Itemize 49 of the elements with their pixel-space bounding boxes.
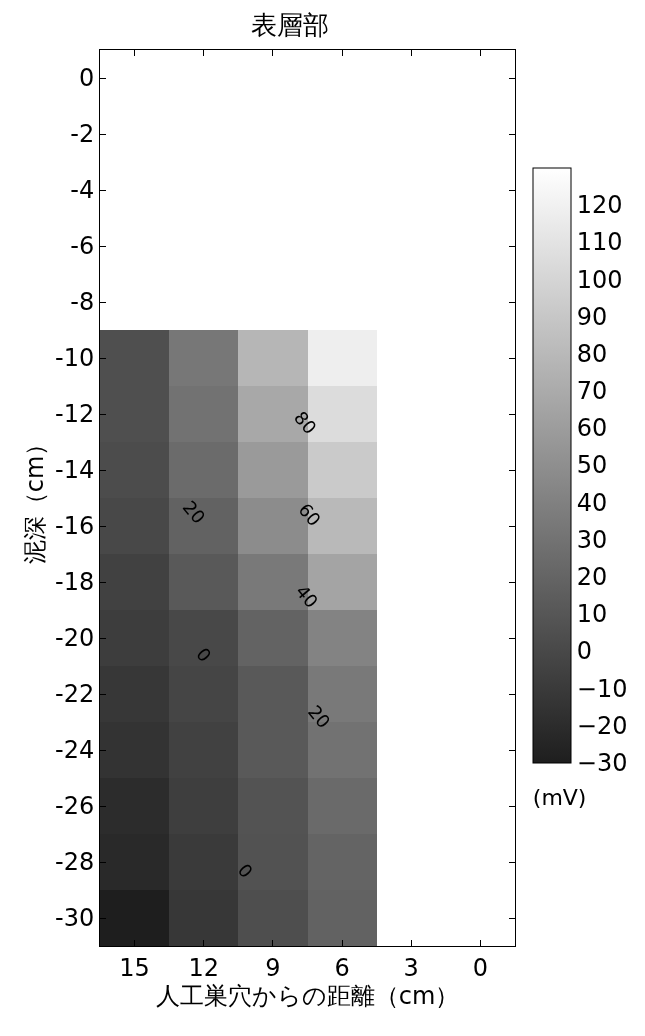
color-bar-label: 120 [576,191,623,220]
annotation: 40 [291,580,323,612]
x-tick-label: 15 [119,953,150,982]
annotation: 80 [289,406,321,438]
chart-title: 表層部 [251,9,330,40]
annotation: 20 [303,701,335,733]
y-tick-label: -4 [70,176,95,205]
color-bar-label: 30 [576,525,608,554]
color-bar-label: 80 [576,339,608,368]
y-tick-label: -8 [70,288,95,317]
color-bar-label: −10 [576,674,628,703]
color-bar-label: −20 [576,711,628,740]
y-tick-label: -18 [55,568,95,597]
y-tick-label: -30 [55,904,95,933]
y-tick-label: -14 [55,456,95,485]
color-bar-label: −30 [576,748,628,777]
y-tick-label: -6 [70,232,95,261]
y-tick-label: -12 [55,400,95,429]
color-bar-label: 40 [576,488,608,517]
color-bar-label: 50 [576,451,608,480]
color-bar-label: 10 [576,600,608,629]
color-bar-label: 100 [576,265,623,294]
x-tick-label: 12 [188,953,220,982]
color-bar-label: 70 [576,377,608,406]
annotation: 60 [294,498,326,531]
y-tick-label: -26 [55,792,95,821]
y-tick-label: -16 [55,512,95,541]
x-tick-label: 9 [265,953,281,982]
y-tick-label: -10 [55,344,95,373]
y-tick-label: -24 [55,736,95,765]
x-axis-title: 人工巣穴からの距離（cm） [155,981,460,1010]
x-tick-label: 6 [334,953,350,982]
annotation: 0 [233,859,258,882]
color-bar-label: 20 [576,563,608,592]
color-bar-label: 60 [576,414,608,443]
y-axis-title: 泥深（cm） [21,431,50,565]
x-tick-label: 3 [403,953,419,982]
color-bar-label: 0 [576,637,593,666]
y-tick-label: 0 [78,64,95,93]
annotation: 0 [192,643,216,666]
color-bar-label: 90 [576,302,608,331]
x-tick-label: 0 [472,953,489,982]
color-bar-label: 110 [576,228,623,257]
y-tick-label: -28 [55,848,95,877]
y-tick-label: -22 [55,680,95,709]
y-tick-label: -20 [55,624,95,653]
y-tick-label: -2 [70,120,95,149]
color-bar-title: (mV) [532,784,587,810]
annotation: 20 [178,496,210,528]
